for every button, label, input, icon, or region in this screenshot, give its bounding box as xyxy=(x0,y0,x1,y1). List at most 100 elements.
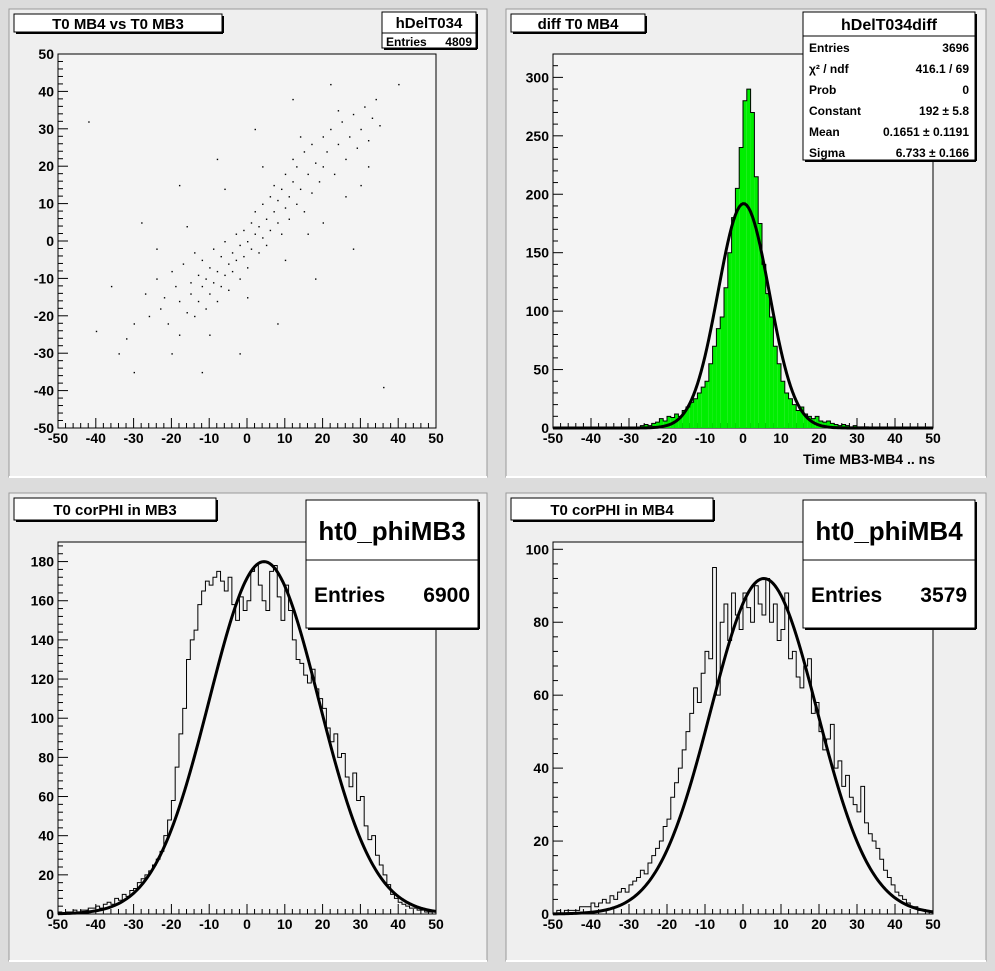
scatter-point xyxy=(156,248,158,250)
scatter-point xyxy=(250,248,253,250)
x-tick-label: -10 xyxy=(199,430,219,446)
scatter-point xyxy=(288,218,290,220)
stats-label: Entries xyxy=(809,41,850,55)
scatter-point xyxy=(235,259,238,262)
gaussian-fit-curve xyxy=(552,576,934,916)
histogram-bar xyxy=(807,416,812,428)
x-tick-label: 20 xyxy=(315,916,331,932)
stats-value: 0.1651 ± 0.1191 xyxy=(883,125,969,139)
y-tick-label: 140 xyxy=(31,632,55,648)
scatter-point xyxy=(190,293,192,295)
scatter-point xyxy=(330,83,332,86)
histogram-outline xyxy=(57,564,436,915)
scatter-point xyxy=(254,233,256,235)
scatter-point xyxy=(205,278,207,280)
scatter-point xyxy=(178,334,181,336)
scatter-point xyxy=(133,323,135,325)
y-tick-label: 0 xyxy=(541,906,549,922)
scatter-point xyxy=(345,196,347,198)
scatter-point xyxy=(284,207,287,209)
scatter-point xyxy=(277,199,279,202)
stats-label: Constant xyxy=(809,104,861,118)
scatter-point xyxy=(330,128,332,131)
x-tick-label: 50 xyxy=(925,430,941,446)
scatter-panel: -50 -40 -30 -20 -10 0 10 20 30 40 50 -50 -40 -30 -20 -1… xyxy=(8,8,488,478)
scatter-point xyxy=(167,323,170,325)
stats-value: 3696 xyxy=(942,41,969,55)
scatter-point xyxy=(281,188,283,191)
histogram-bar xyxy=(750,112,755,428)
scatter-point xyxy=(265,244,268,247)
stats-value: 6900 xyxy=(423,584,470,607)
scatter-point xyxy=(322,136,324,138)
y-tick-label: 60 xyxy=(38,789,54,805)
y-tick-label: -10 xyxy=(34,270,54,286)
y-tick-label: 80 xyxy=(38,749,54,765)
stats-name: hDelT034 xyxy=(396,15,463,32)
scatter-point xyxy=(201,259,204,262)
scatter-point xyxy=(209,267,211,269)
scatter-point xyxy=(216,300,219,303)
x-tick-label: 30 xyxy=(849,430,865,446)
scatter-point xyxy=(371,117,374,119)
histogram-bar xyxy=(773,346,778,428)
x-tick-label: 40 xyxy=(887,430,903,446)
stats-label: χ² / ndf xyxy=(809,62,850,76)
scatter-point xyxy=(212,282,215,284)
stats-value: 3579 xyxy=(920,584,967,607)
scatter-point xyxy=(224,188,226,191)
x-tick-label: 40 xyxy=(390,430,406,446)
histogram-bar xyxy=(841,424,846,428)
scatter-point xyxy=(307,233,309,235)
stats-value: 416.1 / 69 xyxy=(916,62,970,76)
scatter-point xyxy=(201,371,204,374)
scatter-point xyxy=(322,166,324,168)
scatter-point xyxy=(216,158,219,161)
stats-name: hDelT034diff xyxy=(841,17,938,34)
y-tick-label: -30 xyxy=(34,345,54,361)
histogram-bar xyxy=(686,406,690,428)
histogram-bar xyxy=(765,293,770,428)
scatter-point xyxy=(277,222,279,224)
histogram-bar xyxy=(743,100,747,428)
scatter-point xyxy=(307,173,309,176)
x-tick-label: 40 xyxy=(390,916,406,932)
y-tick-label: 20 xyxy=(38,158,54,174)
stats-label: Entries xyxy=(314,584,385,607)
scatter-point xyxy=(247,297,249,299)
scatter-point xyxy=(212,248,215,250)
scatter-point xyxy=(254,128,256,131)
x-tick-label: -20 xyxy=(161,430,181,446)
x-tick-label: 0 xyxy=(739,430,747,446)
scatter-point xyxy=(88,121,90,123)
y-tick-label: 30 xyxy=(38,121,54,137)
y-tick-label: 40 xyxy=(38,83,54,99)
y-tick-label: 100 xyxy=(526,541,550,557)
x-tick-label: 0 xyxy=(243,430,251,446)
x-tick-label: 0 xyxy=(243,916,251,932)
scatter-point xyxy=(224,274,226,277)
histogram-bar xyxy=(792,404,797,428)
scatter-point xyxy=(284,259,287,262)
y-tick-label: 120 xyxy=(31,671,55,687)
scatter-point xyxy=(250,222,253,224)
scatter-point xyxy=(141,222,143,224)
scatter-point xyxy=(239,244,241,247)
x-tick-label: 10 xyxy=(277,430,293,446)
y-tick-label: 0 xyxy=(46,233,54,249)
scatter-point xyxy=(273,211,275,213)
mb3-histogram-panel: -50 -40 -30 -20 -10 0 10 20 30 40 50 0 20 40 60 80 100 12… xyxy=(8,492,488,962)
gaussian-fit-curve xyxy=(57,560,437,916)
scatter-point xyxy=(367,140,370,142)
y-tick-label: 200 xyxy=(526,186,550,202)
scatter-point xyxy=(398,83,400,86)
scatter-point xyxy=(175,285,177,288)
x-tick-label: 20 xyxy=(811,430,827,446)
x-tick-label: 50 xyxy=(925,916,941,932)
scatter-point xyxy=(254,211,256,213)
scatter-point xyxy=(209,293,211,295)
scatter-point xyxy=(186,226,188,228)
y-tick-label: 80 xyxy=(533,614,549,630)
diff-histogram-panel: -50 -40 -30 -20 -10 0 10 20 30 40 50 0 50 100 150 200 25… xyxy=(505,8,987,478)
x-tick-label: -50 xyxy=(543,430,563,446)
